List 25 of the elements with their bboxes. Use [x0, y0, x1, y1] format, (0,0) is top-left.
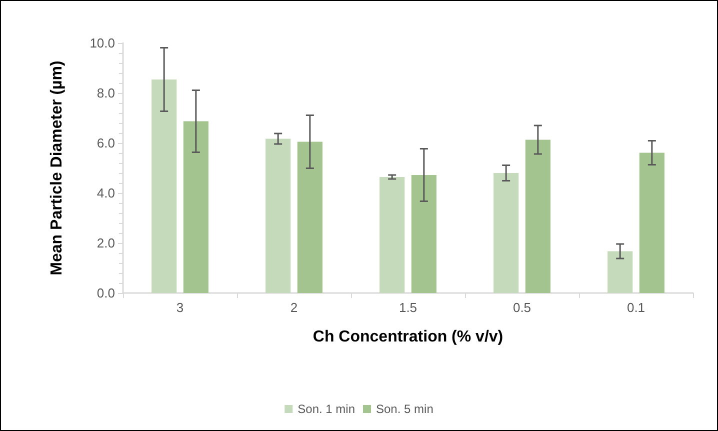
- bar: [183, 121, 208, 293]
- x-tick-label: 2: [290, 300, 298, 315]
- y-tick-label: 8.0: [96, 86, 115, 100]
- x-tick-label: 0.1: [626, 300, 646, 315]
- bar: [380, 177, 405, 293]
- x-tick-label: 3: [176, 300, 184, 315]
- y-axis-title: Mean Particle Diameter (µm): [48, 60, 66, 276]
- bar: [266, 138, 291, 293]
- legend-label: Son. 5 min: [376, 402, 434, 416]
- bar: [152, 80, 177, 293]
- bar: [525, 140, 550, 293]
- y-tick-label: 0.0: [96, 286, 115, 300]
- bar: [494, 173, 519, 293]
- x-axis-title: Ch Concentration (% v/v): [312, 328, 504, 346]
- y-tick-label: 4.0: [96, 186, 115, 200]
- bar: [411, 175, 436, 293]
- bar: [639, 152, 664, 293]
- x-tick-label: 1.5: [398, 300, 418, 315]
- y-tick-label: 2.0: [96, 236, 115, 250]
- bar: [297, 142, 322, 293]
- bar: [608, 251, 633, 293]
- legend-label: Son. 1 min: [298, 402, 356, 416]
- x-tick-label: 0.5: [512, 300, 532, 315]
- y-tick-label: 6.0: [96, 136, 115, 150]
- y-tick-label: 10.0: [90, 36, 115, 50]
